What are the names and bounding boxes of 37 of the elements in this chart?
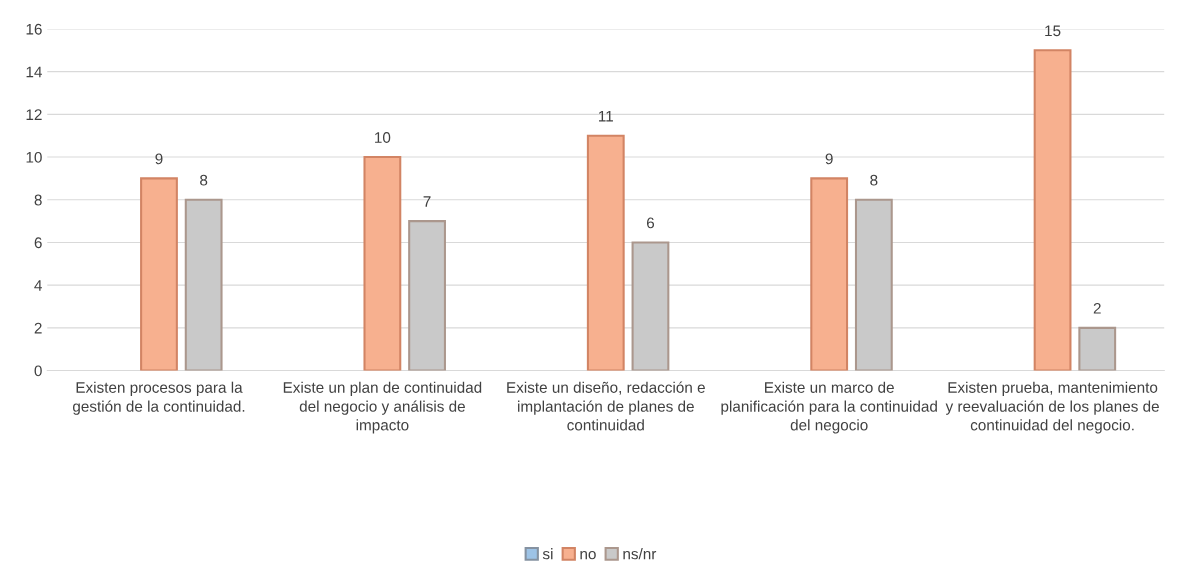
bar — [1033, 49, 1072, 371]
bar — [408, 220, 446, 371]
bar — [140, 177, 178, 371]
data-label: 15 — [1045, 25, 1061, 37]
y-tick-label: 8 — [34, 194, 42, 206]
bar — [854, 198, 893, 371]
data-label: 7 — [423, 196, 431, 207]
bar — [184, 198, 223, 371]
x-tick-label: Existen procesos para la gestión de la continuidad. — [72, 381, 245, 415]
y-tick-label: 14 — [26, 66, 42, 78]
data-label: 8 — [200, 174, 208, 186]
legend-label: ns/nr — [623, 548, 657, 560]
bar — [586, 134, 625, 371]
x-tick-label: Existe un plan de continuidad del negocio y análisis de impacto — [283, 381, 482, 434]
bar — [810, 177, 849, 371]
bar — [631, 241, 670, 371]
y-tick-label: 12 — [26, 109, 42, 120]
y-tick-label: 10 — [26, 151, 42, 163]
y-tick-label: 4 — [34, 280, 42, 291]
data-label: 11 — [599, 110, 613, 122]
data-label: 10 — [375, 132, 391, 143]
data-label: 6 — [646, 217, 655, 229]
legend-label: no — [580, 550, 596, 560]
x-tick-label: Existen prueba, mantenimiento y reevaluación de los planes de continuidad del negocio. — [945, 381, 1159, 434]
y-tick-label: 2 — [34, 322, 42, 334]
bar — [363, 156, 402, 371]
bar — [1078, 326, 1117, 371]
legend-label: si — [542, 548, 553, 560]
data-label: 8 — [870, 174, 878, 186]
data-label: 9 — [155, 153, 163, 165]
data-label: 9 — [825, 153, 833, 165]
y-tick-label: 0 — [34, 365, 42, 377]
y-tick-label: 6 — [34, 237, 42, 249]
x-tick-label: Existe un marco de planificación para la continuidad del negocio — [721, 381, 937, 434]
x-tick-label: Existe un diseño, redacción e implantación de planes de continuidad — [507, 381, 705, 431]
data-label: 2 — [1093, 302, 1101, 314]
y-tick-label: 16 — [26, 23, 42, 35]
